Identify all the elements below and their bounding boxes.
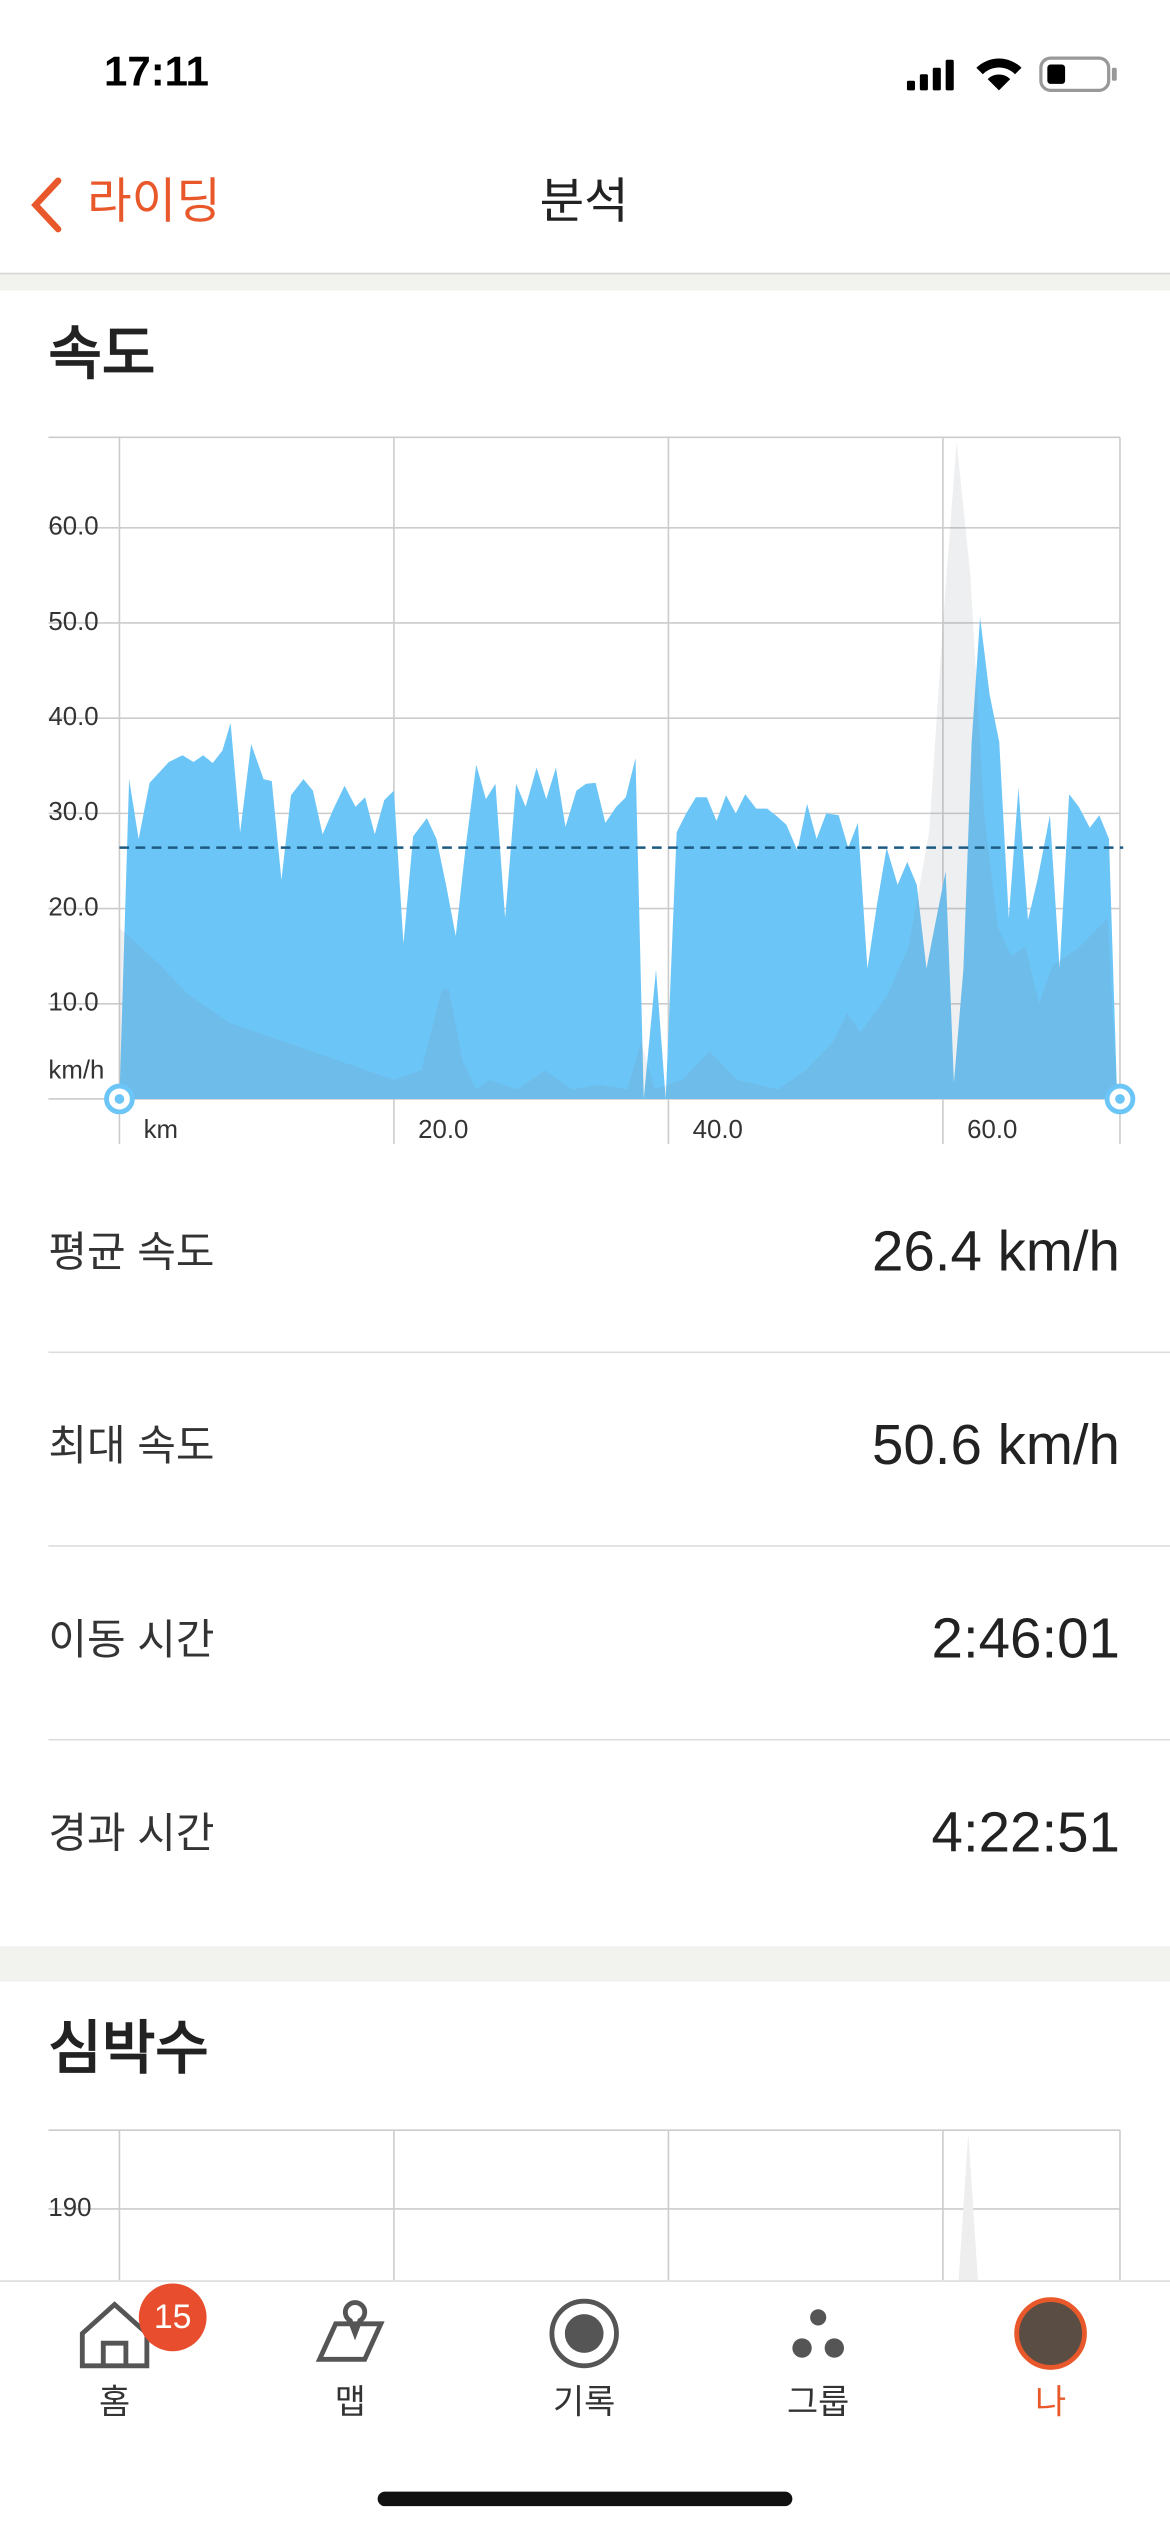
- section-divider: [0, 1946, 1170, 1982]
- x-tick-label: 20.0: [418, 1116, 468, 1144]
- stat-label: 경과 시간: [48, 1810, 214, 1857]
- hr-peak-decoration: [958, 2133, 978, 2281]
- badge: [138, 2283, 207, 2352]
- tab-label[interactable]: 나: [1035, 2383, 1066, 2421]
- section-title: 속도: [48, 322, 155, 387]
- home-icon[interactable]: [79, 2301, 150, 2369]
- record-icon[interactable]: [549, 2298, 619, 2369]
- speed-chart: km/h 10.0 20.0 30.0 40.0 50.0 60.0 km 20.0 40.0 60…: [48, 436, 1136, 1145]
- stat-value: 26.4 km/h: [872, 1219, 1120, 1282]
- x-tick-label: 40.0: [693, 1116, 743, 1144]
- back-chevron[interactable]: [31, 177, 62, 233]
- y-tick-label: 190: [48, 2194, 91, 2222]
- header-title: 분석: [540, 175, 629, 229]
- y-tick-label: 10.0: [48, 989, 98, 1017]
- y-tick-label: km/h: [48, 1056, 104, 1084]
- stat-label: 평균 속도: [48, 1229, 214, 1276]
- range-handle-dot: [1115, 1094, 1125, 1104]
- section-divider: [0, 272, 1170, 291]
- x-tick-label: km: [144, 1116, 178, 1144]
- status-icons: [906, 56, 1117, 92]
- y-tick-label: 50.0: [48, 608, 98, 636]
- stats-list: 평균 속도 26.4 km/h 최대 속도 50.6 km/h 이동 시간 2:46:01…: [48, 1219, 1170, 1863]
- badge-count: 15: [154, 2298, 192, 2336]
- stat-value: 50.6 km/h: [872, 1413, 1120, 1476]
- avatar[interactable]: [1014, 2297, 1087, 2370]
- tab-label[interactable]: 기록: [553, 2383, 615, 2421]
- stat-value: 4:22:51: [932, 1800, 1120, 1863]
- stat-value: 2:46:01: [932, 1607, 1120, 1670]
- stat-label: 이동 시간: [48, 1616, 214, 1663]
- area: [119, 617, 1118, 1099]
- y-tick-label: 60.0: [48, 513, 98, 541]
- tab-bar: 홈 15 맵 기록 그룹 나: [0, 2280, 1170, 2532]
- tab-label[interactable]: 홈: [99, 2383, 130, 2421]
- status-time: 17:11: [104, 47, 209, 94]
- home-indicator: [377, 2491, 793, 2507]
- map-icon[interactable]: [315, 2300, 385, 2362]
- back-button[interactable]: 라이딩: [87, 175, 221, 229]
- x-tick-label: 60.0: [967, 1116, 1017, 1144]
- area: [119, 442, 1118, 1099]
- record-icon-dot: [564, 2314, 604, 2353]
- section-title: 심박수: [48, 2016, 208, 2081]
- tab-label[interactable]: 그룹: [787, 2383, 849, 2421]
- range-handle-dot: [114, 1094, 125, 1104]
- tab-label[interactable]: 맵: [335, 2383, 366, 2421]
- y-tick-label: 40.0: [48, 703, 98, 731]
- y-tick-label: 20.0: [48, 893, 98, 921]
- group-icon[interactable]: [792, 2309, 845, 2358]
- y-tick-label: 30.0: [48, 798, 98, 826]
- stat-label: 최대 속도: [48, 1422, 214, 1469]
